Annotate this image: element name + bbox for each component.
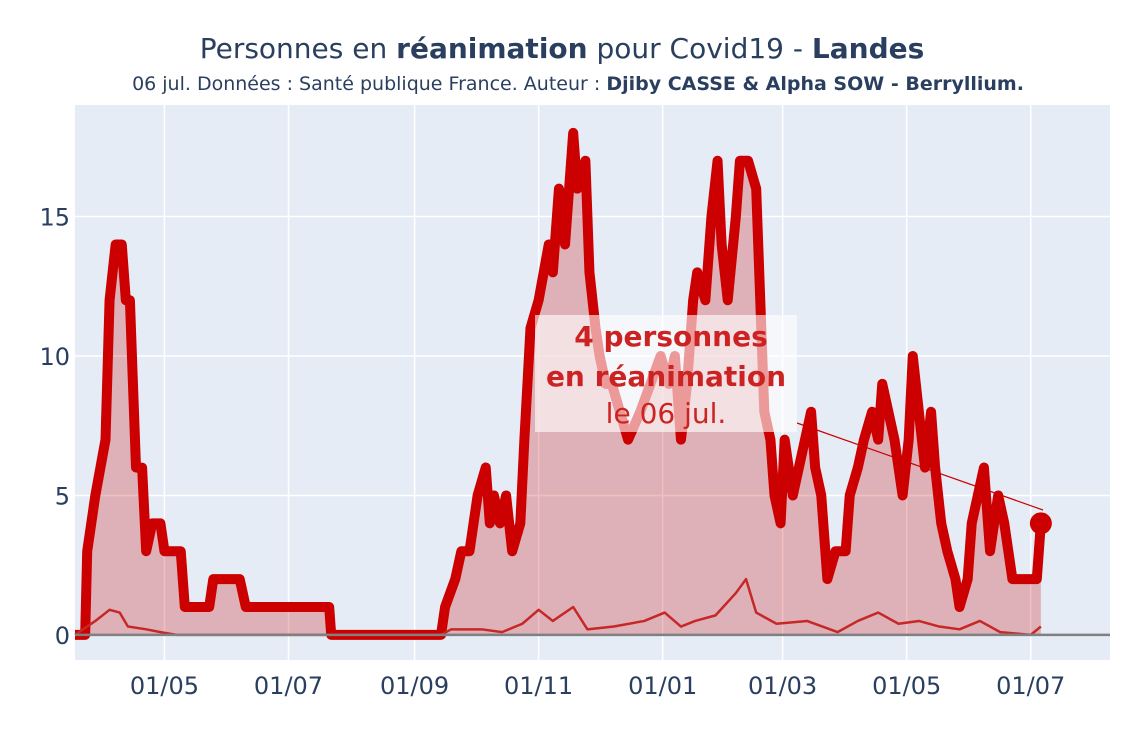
- x-tick-label: 01/07: [996, 672, 1065, 700]
- annotation-line: en réanimation: [546, 360, 786, 393]
- annotation-box: [535, 315, 797, 432]
- y-tick-label: 15: [39, 204, 70, 232]
- x-tick-label: 01/03: [748, 672, 817, 700]
- x-tick-label: 01/07: [254, 672, 323, 700]
- x-tick-label: 01/11: [504, 672, 573, 700]
- chart-subtitle: 06 jul. Données : Santé publique France.…: [132, 73, 1024, 95]
- line: [74, 577, 1042, 637]
- x-tick-label: 01/05: [872, 672, 941, 700]
- y-tick-label: 10: [39, 343, 70, 371]
- y-tick-label: 5: [55, 482, 70, 510]
- x-tick-label: 01/01: [628, 672, 697, 700]
- last-point-marker: [1029, 512, 1052, 535]
- y-tick-label: 0: [55, 622, 70, 650]
- x-tick-label: 01/05: [130, 672, 199, 700]
- annotation-line: le 06 jul.: [606, 397, 727, 430]
- x-tick-label: 01/09: [380, 672, 449, 700]
- annotation-arrow: [796, 422, 1044, 511]
- annotation-line: 4 personnes: [574, 320, 768, 353]
- chart-title: Personnes en réanimation pour Covid19 - …: [200, 32, 925, 65]
